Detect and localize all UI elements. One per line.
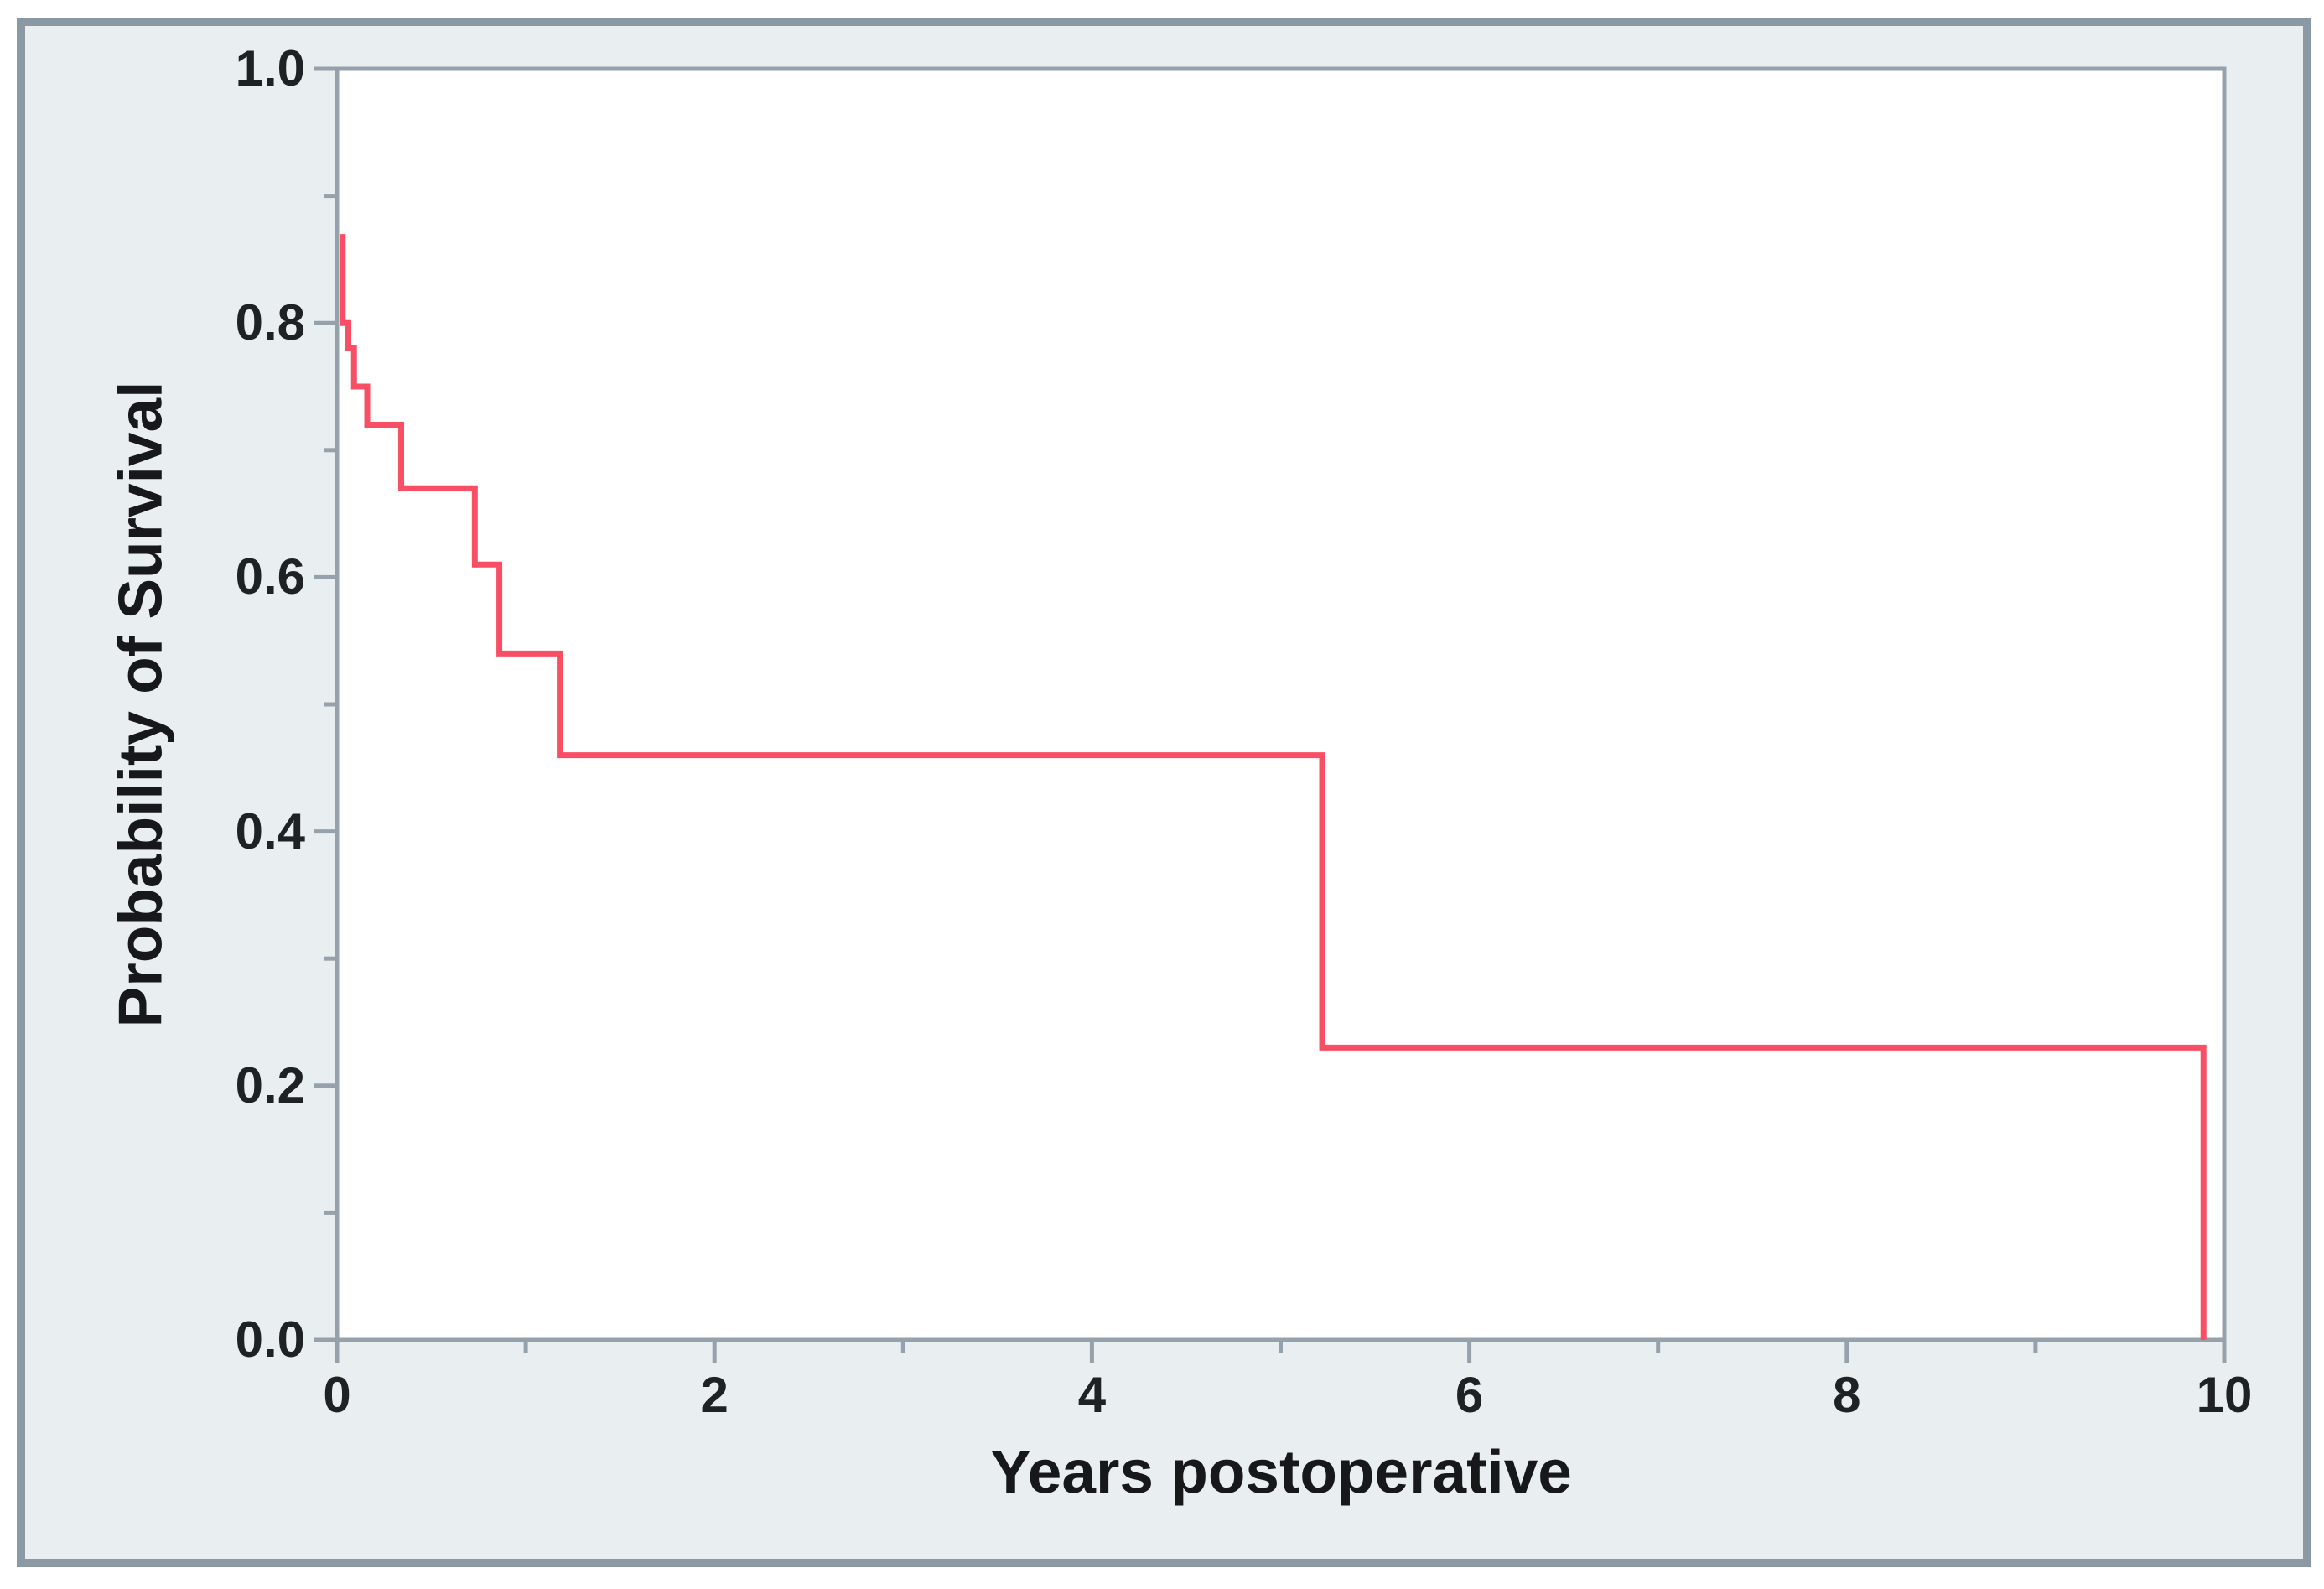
- y-tick-label: 0.2: [235, 1057, 305, 1114]
- y-tick-label: 0.4: [235, 802, 305, 859]
- x-tick-label: 10: [2196, 1367, 2253, 1423]
- plot-frame: [335, 66, 2227, 1342]
- x-tick-label: 8: [1833, 1367, 1861, 1423]
- y-axis-title: Probability of Survival: [106, 381, 175, 1028]
- plot-frame-rect: [335, 66, 2227, 1342]
- x-tick-label: 6: [1455, 1367, 1484, 1423]
- plot-area: [337, 69, 2224, 1340]
- survival-curve: [340, 234, 2207, 1340]
- y-tick-label: 0.0: [235, 1311, 305, 1368]
- axis-ticks: [314, 66, 2227, 1363]
- survival-curve-line: [340, 234, 2207, 1340]
- y-tick-label: 0.8: [235, 294, 305, 351]
- x-tick-label: 4: [1077, 1367, 1107, 1423]
- x-tick-label: 2: [700, 1367, 729, 1423]
- y-tick-label: 1.0: [235, 40, 305, 96]
- x-axis-title: Years postoperative: [990, 1438, 1572, 1507]
- y-tick-label: 0.6: [235, 548, 305, 605]
- x-tick-label: 0: [323, 1367, 351, 1423]
